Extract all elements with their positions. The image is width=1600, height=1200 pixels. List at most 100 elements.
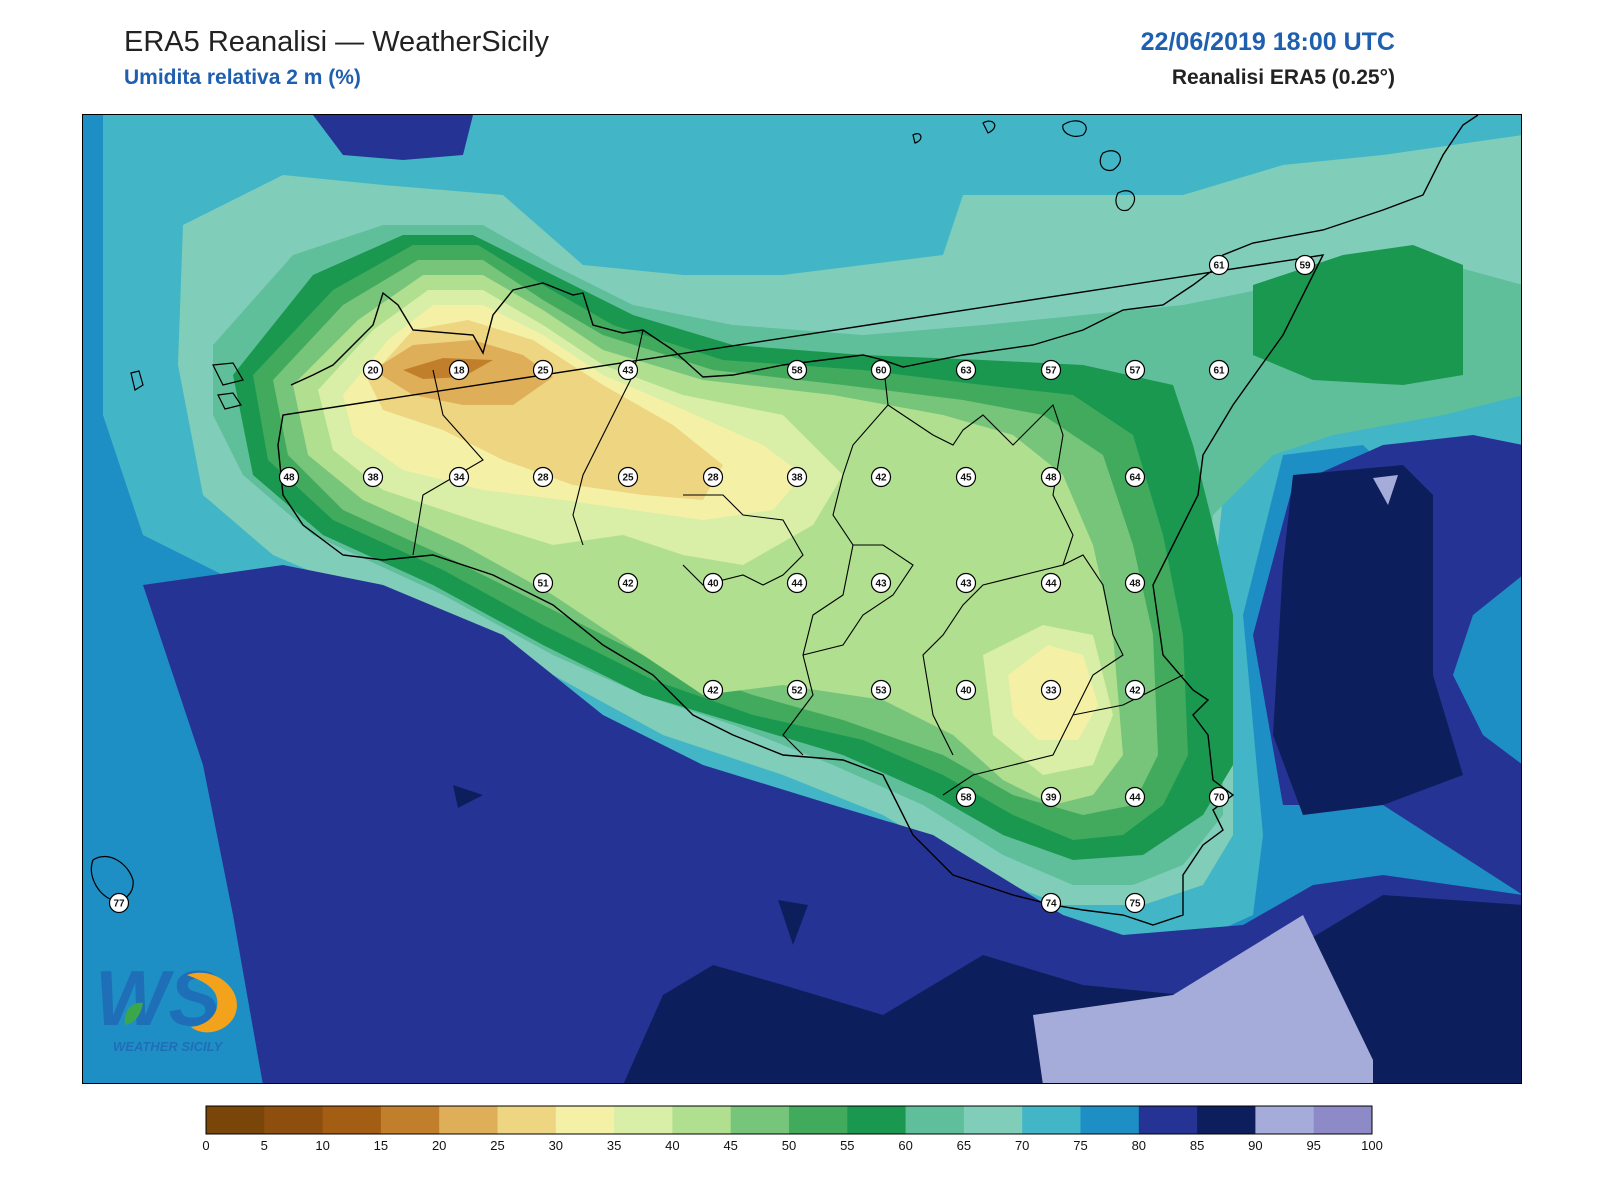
- station-circle: [1124, 466, 1146, 488]
- station-marker: 61: [1208, 254, 1230, 276]
- colorbar-swatch: [1255, 1106, 1315, 1134]
- station-marker: 34: [448, 466, 470, 488]
- colorbar-tick-label: 45: [723, 1138, 737, 1153]
- station-marker: 70: [1208, 786, 1230, 808]
- station-value: 44: [1045, 579, 1057, 590]
- station-circle: [955, 466, 977, 488]
- colorbar-tick-label: 10: [315, 1138, 329, 1153]
- colorbar-swatch: [206, 1106, 265, 1134]
- station-value: 28: [537, 473, 549, 484]
- field-90-95-south: [1033, 915, 1373, 1083]
- station-value: 38: [367, 473, 379, 484]
- colorbar-tick-label: 70: [1015, 1138, 1029, 1153]
- station-circle: [1124, 359, 1146, 381]
- colorbar-tick-label: 85: [1190, 1138, 1204, 1153]
- station-marker: 53: [870, 679, 892, 701]
- station-marker: 59: [1294, 254, 1316, 276]
- station-marker: 77: [108, 892, 130, 914]
- colorbar-swatch: [730, 1106, 790, 1134]
- colorbar-tick-label: 35: [607, 1138, 621, 1153]
- map-title: ERA5 Reanalisi — WeatherSicily: [124, 26, 549, 58]
- colorbar-ticks: 0 5 10 15 20 25 30 35 40 45 50 55 60 65 70 75 80 85 90 95 10…: [202, 1138, 1382, 1153]
- station-circle: [870, 572, 892, 594]
- station-circle: [1040, 679, 1062, 701]
- station-marker: 43: [870, 572, 892, 594]
- station-value: 25: [622, 473, 634, 484]
- colorbar-swatch: [614, 1106, 673, 1134]
- colorbar-tick-label: 5: [261, 1138, 268, 1153]
- field-80-85-south: [143, 565, 1521, 1083]
- colorbar-frame: [205, 1105, 1373, 1135]
- valid-datetime: 22/06/2019 18:00 UTC: [1140, 28, 1395, 56]
- colorbar-swatch: [1022, 1106, 1081, 1134]
- station-marker: 58: [786, 359, 808, 381]
- field-80-85-north: [313, 115, 473, 160]
- station-value: 61: [1213, 261, 1225, 272]
- station-value: 38: [791, 473, 803, 484]
- station-circle: [362, 466, 384, 488]
- colorbar-tick-label: 90: [1248, 1138, 1262, 1153]
- station-circle: [1124, 786, 1146, 808]
- logo-caption: WEATHER SICILY: [113, 1039, 224, 1054]
- station-value: 42: [875, 473, 887, 484]
- station-value: 40: [960, 686, 972, 697]
- station-value: 57: [1045, 366, 1057, 377]
- station-circle: [1208, 359, 1230, 381]
- station-circle: [617, 359, 639, 381]
- station-circle: [448, 359, 470, 381]
- colorbar-swatch: [1138, 1106, 1198, 1134]
- station-circle: [870, 466, 892, 488]
- station-marker: 39: [1040, 786, 1062, 808]
- station-circle: [1124, 892, 1146, 914]
- station-circle: [532, 466, 554, 488]
- humidity-colorbar: 0 5 10 15 20 25 30 35 40 45 50 55 60 65 70 75 80 85 90 95 10…: [202, 1105, 1402, 1153]
- station-circle: [786, 572, 808, 594]
- station-value: 20: [367, 366, 379, 377]
- sicily-coastline: [277, 115, 1479, 926]
- colorbar-swatch: [264, 1106, 324, 1134]
- station-circle: [1208, 254, 1230, 276]
- station-value: 44: [791, 579, 803, 590]
- station-value: 48: [1045, 473, 1057, 484]
- station-circle: [702, 466, 724, 488]
- station-value: 42: [707, 686, 719, 697]
- station-value: 48: [1129, 579, 1141, 590]
- station-marker: 48: [278, 466, 300, 488]
- station-marker: 51: [532, 572, 554, 594]
- colorbar-swatch: [1080, 1106, 1140, 1134]
- field-85-90-east: [1273, 465, 1463, 815]
- station-value: 60: [875, 366, 887, 377]
- station-circle: [786, 359, 808, 381]
- colorbar-tick-label: 65: [957, 1138, 971, 1153]
- colorbar-tick-label: 20: [432, 1138, 446, 1153]
- colorbar-tick-label: 15: [374, 1138, 388, 1153]
- station-value: 43: [622, 366, 634, 377]
- station-value: 53: [875, 686, 887, 697]
- colorbar-tick-label: 80: [1132, 1138, 1146, 1153]
- station-value: 70: [1213, 793, 1225, 804]
- station-value: 42: [622, 579, 634, 590]
- station-value: 43: [875, 579, 887, 590]
- station-value: 40: [707, 579, 719, 590]
- colorbar-swatch: [439, 1106, 498, 1134]
- station-circle: [362, 359, 384, 381]
- station-circle: [955, 359, 977, 381]
- colorbar-swatch: [847, 1106, 907, 1134]
- station-value: 57: [1129, 366, 1141, 377]
- station-marker: 44: [1124, 786, 1146, 808]
- station-marker: 64: [1124, 466, 1146, 488]
- station-marker: 18: [448, 359, 470, 381]
- colorbar-tick-label: 50: [782, 1138, 796, 1153]
- station-circle: [278, 466, 300, 488]
- station-circle: [108, 892, 130, 914]
- station-circle: [955, 679, 977, 701]
- station-value: 58: [791, 366, 803, 377]
- data-source-label: Reanalisi ERA5 (0.25°): [1171, 66, 1395, 89]
- station-marker: 44: [786, 572, 808, 594]
- colorbar-tick-label: 40: [665, 1138, 679, 1153]
- colorbar-swatch: [555, 1106, 615, 1134]
- station-marker: 25: [617, 466, 639, 488]
- station-circle: [870, 679, 892, 701]
- station-circle: [1040, 359, 1062, 381]
- colorbar-swatches: [205, 1105, 1373, 1135]
